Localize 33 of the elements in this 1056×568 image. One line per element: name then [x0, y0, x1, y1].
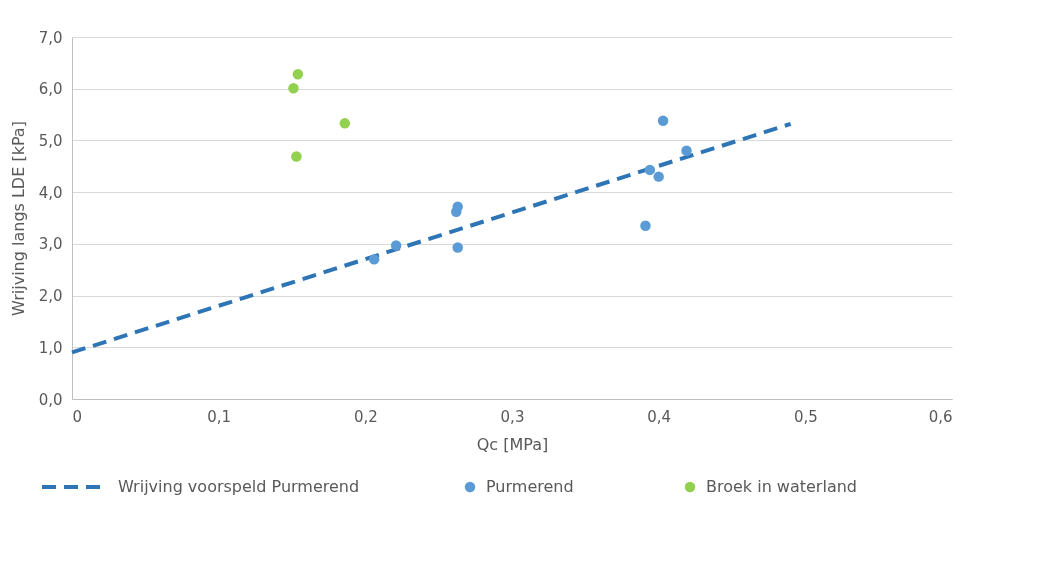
point — [339, 118, 351, 129]
x-tick-label: 0,1 — [207, 407, 232, 426]
x-tick-label: 0,2 — [353, 407, 378, 426]
x-tick-label: 0,6 — [928, 407, 953, 426]
point — [452, 242, 463, 253]
point — [640, 220, 651, 231]
x-tick-label: 0,4 — [647, 407, 672, 426]
point — [681, 145, 692, 157]
y-tick-label: 5,0 — [38, 131, 63, 150]
x-tick-label: 0,5 — [793, 407, 818, 426]
y-tick-label: 4,0 — [38, 183, 63, 202]
point — [368, 254, 380, 265]
point — [292, 69, 304, 80]
y-tick-label: 3,0 — [38, 235, 63, 254]
x-tick-label: 0,3 — [500, 407, 525, 426]
legend-label: Broek in waterland — [706, 477, 857, 496]
legend-label: Purmerend — [486, 477, 574, 496]
point — [291, 151, 302, 162]
legend-label: Wrijving voorspeld Purmerend — [118, 477, 360, 496]
y-axis-title: Wrijving langs LDE [kPa] — [8, 121, 28, 316]
y-tick-label: 2,0 — [38, 287, 63, 306]
point — [452, 201, 463, 212]
point — [288, 82, 299, 94]
point — [390, 240, 402, 251]
x-tick-label: 0 — [72, 407, 83, 426]
point — [644, 164, 656, 176]
y-tick-label: 1,0 — [38, 338, 63, 357]
point — [657, 115, 669, 127]
y-tick-label: 0,0 — [38, 390, 63, 409]
point — [653, 171, 664, 182]
y-tick-label: 6,0 — [38, 80, 63, 99]
x-axis-title: Qc [MPa] — [476, 434, 549, 454]
y-tick-label: 7,0 — [38, 28, 63, 47]
